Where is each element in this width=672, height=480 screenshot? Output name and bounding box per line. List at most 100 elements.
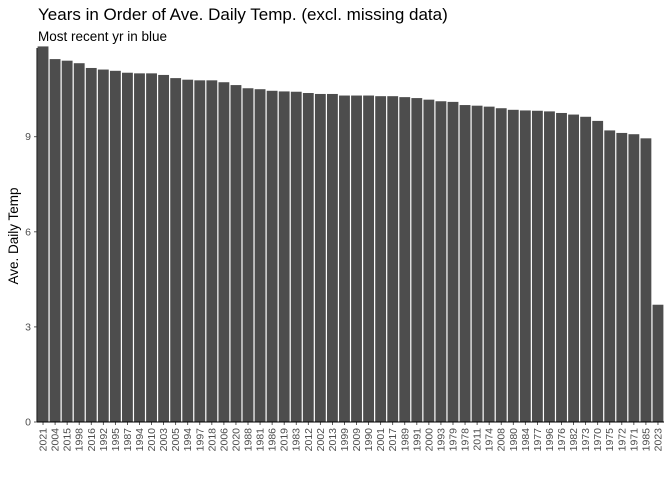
bar-2015 [61, 60, 73, 423]
bar-1991 [411, 98, 423, 422]
bar-1990 [363, 95, 375, 422]
bar-1982 [568, 114, 579, 422]
bar-1970 [592, 120, 604, 423]
bar-1976 [556, 112, 567, 422]
x-tick-label: 1973 [580, 428, 592, 452]
bar-1996 [544, 111, 555, 422]
x-tick-label: 1988 [243, 428, 255, 452]
bar-1973 [580, 116, 592, 422]
bar-2003 [158, 74, 170, 422]
bar-2021 [37, 46, 49, 423]
bar-2018 [206, 80, 218, 422]
x-tick-label: 1983 [291, 428, 303, 452]
x-tick-label: 1981 [255, 428, 267, 452]
x-tick-label: 1985 [640, 428, 652, 452]
x-tick-label: 1977 [532, 428, 544, 452]
x-tick-label: 2002 [315, 428, 327, 452]
bar-2004 [49, 59, 61, 423]
x-tick-label: 1979 [447, 428, 459, 452]
bar-2002 [314, 93, 326, 423]
bar-2011 [471, 105, 483, 423]
y-tick-label: 6 [25, 226, 31, 238]
x-tick-label: 1995 [110, 428, 122, 452]
x-tick-label: 2008 [496, 428, 508, 452]
x-tick-label: 1992 [98, 428, 110, 452]
x-axis: 2021 2004 2015 1998 2016 1992 1995 1987 1994 2010… [37, 421, 664, 452]
bar-2017 [387, 96, 399, 423]
bar-1999 [339, 95, 350, 422]
x-tick-label: 1994 [182, 428, 194, 452]
bar-1993 [435, 101, 447, 422]
bar-1986 [266, 90, 278, 422]
x-tick-label: 1999 [339, 428, 351, 452]
y-tick-label: 0 [25, 417, 31, 429]
x-tick-label: 1970 [592, 428, 604, 452]
bar-1992 [97, 69, 109, 423]
y-axis: 0 3 6 9 [25, 48, 38, 429]
x-tick-label: 2023 [652, 428, 664, 452]
bar-1994 [182, 79, 194, 422]
bar-1975 [604, 130, 616, 422]
bar-2023 [652, 304, 664, 422]
x-tick-label: 1974 [484, 428, 496, 452]
bar-2001 [375, 96, 387, 423]
bar-1987 [122, 72, 133, 422]
x-tick-label: 2001 [375, 428, 387, 452]
x-tick-label: 1986 [267, 428, 279, 452]
chart-title: Years in Order of Ave. Daily Temp. (excl… [38, 5, 448, 24]
bar-2012 [302, 93, 314, 422]
y-axis-label: Ave. Daily Temp [6, 187, 21, 284]
x-tick-label: 2017 [387, 428, 399, 452]
x-tick-label: 2018 [206, 428, 218, 452]
bar-1989 [399, 97, 411, 422]
bar-1974 [483, 106, 495, 422]
bar-1972 [616, 132, 628, 422]
bar-1984 [519, 110, 531, 422]
y-tick-label: 9 [25, 131, 31, 143]
x-tick-label: 2019 [279, 428, 291, 452]
bar-2009 [351, 95, 362, 422]
bar-2016 [85, 67, 97, 422]
x-tick-label: 1990 [363, 428, 375, 452]
x-tick-label: 1982 [568, 428, 580, 452]
x-tick-label: 2021 [38, 428, 50, 452]
bar-1981 [254, 89, 266, 422]
x-tick-label: 2004 [50, 428, 62, 452]
x-tick-label: 1976 [556, 428, 568, 452]
x-tick-label: 1980 [508, 428, 520, 452]
x-tick-label: 2009 [351, 428, 363, 452]
x-tick-label: 2010 [146, 428, 158, 452]
bar-2019 [278, 91, 290, 423]
x-tick-label: 2020 [230, 428, 242, 452]
bar-1979 [447, 101, 459, 422]
x-tick-label: 2000 [423, 428, 435, 452]
x-tick-label: 1975 [604, 428, 616, 452]
bar-2010 [146, 73, 157, 423]
x-tick-label: 1996 [544, 428, 556, 452]
x-tick-label: 2015 [62, 428, 74, 452]
x-tick-label: 2005 [170, 428, 182, 452]
x-tick-label: 2003 [158, 428, 170, 452]
x-tick-label: 1987 [122, 428, 134, 452]
x-tick-label: 1978 [460, 428, 472, 452]
bar-2005 [170, 78, 182, 423]
y-tick-label: 3 [25, 321, 31, 333]
x-tick-label: 2006 [218, 428, 230, 452]
bar-2020 [230, 85, 242, 422]
x-tick-label: 1971 [628, 428, 640, 452]
bar-2000 [423, 99, 435, 422]
bar-2006 [218, 82, 230, 422]
bar-1998 [73, 63, 85, 423]
x-tick-label: 2013 [327, 428, 339, 452]
bar-1985 [640, 138, 652, 422]
bar-1977 [531, 110, 543, 422]
chart-subtitle: Most recent yr in blue [38, 29, 168, 44]
x-tick-label: 2012 [303, 428, 315, 452]
x-tick-label: 1972 [616, 428, 628, 452]
bar-1997 [194, 80, 206, 422]
x-tick-label: 1998 [74, 428, 86, 452]
bar-1980 [507, 109, 519, 422]
x-tick-label: 1997 [194, 428, 206, 452]
bar-1994 [134, 73, 145, 423]
x-tick-label: 1984 [520, 428, 532, 452]
